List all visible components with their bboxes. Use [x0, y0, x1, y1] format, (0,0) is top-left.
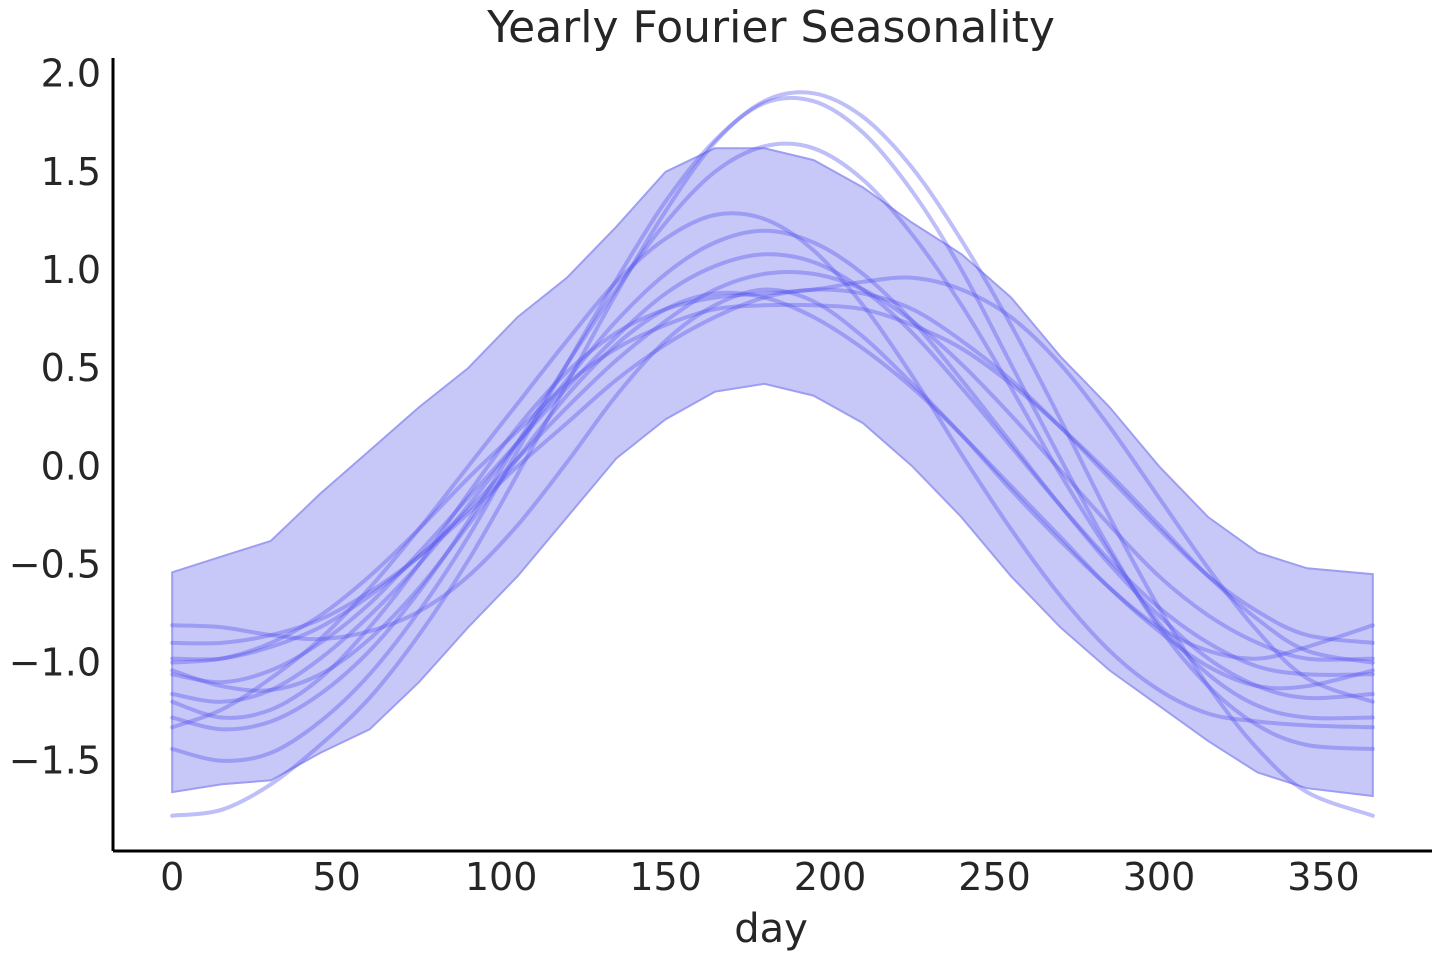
x-tick-label: 300 [1123, 855, 1196, 899]
x-tick-label: 0 [160, 855, 184, 899]
x-tick-labels: 0 50 100 150 200 250 300 350 [160, 855, 1360, 899]
series-lines [170, 90, 1375, 818]
series-line-2 [170, 95, 1375, 763]
x-tick-label: 200 [794, 855, 867, 899]
x-tick-label: 350 [1287, 855, 1360, 899]
band-area [171, 147, 1374, 798]
series-line-8 [170, 287, 1375, 646]
y-tick-label: 1.5 [41, 150, 101, 194]
series-line-5 [170, 228, 1375, 704]
series-line-9 [170, 287, 1375, 661]
series-line-3 [170, 141, 1375, 732]
x-tick-label: 100 [465, 855, 538, 899]
y-tick-label: 1.0 [41, 248, 101, 292]
series-line-1 [170, 90, 1375, 818]
x-tick-label: 150 [629, 855, 702, 899]
series-line-4 [170, 211, 1375, 730]
y-tick-label: −0.5 [9, 542, 101, 586]
x-tick-label: 50 [312, 855, 360, 899]
y-tick-label: −1.5 [9, 739, 101, 783]
y-tick-labels: −1.5 −1.0 −0.5 0.0 0.5 1.0 1.5 2.0 [9, 52, 101, 783]
x-tick-label: 250 [958, 855, 1031, 899]
series-line-10 [170, 302, 1375, 665]
series-line-12 [170, 290, 1375, 693]
y-tick-label: −1.0 [9, 641, 101, 685]
series-line-6 [170, 252, 1375, 685]
y-tick-label: 0.0 [41, 444, 101, 488]
x-axis-label: day [734, 906, 808, 952]
chart-title: Yearly Fourier Seasonality [486, 2, 1055, 53]
confidence-band [171, 147, 1374, 798]
y-tick-label: 0.5 [41, 346, 101, 390]
series-line-7 [170, 269, 1375, 662]
series-line-11 [170, 275, 1375, 720]
y-tick-label: 2.0 [41, 52, 101, 96]
